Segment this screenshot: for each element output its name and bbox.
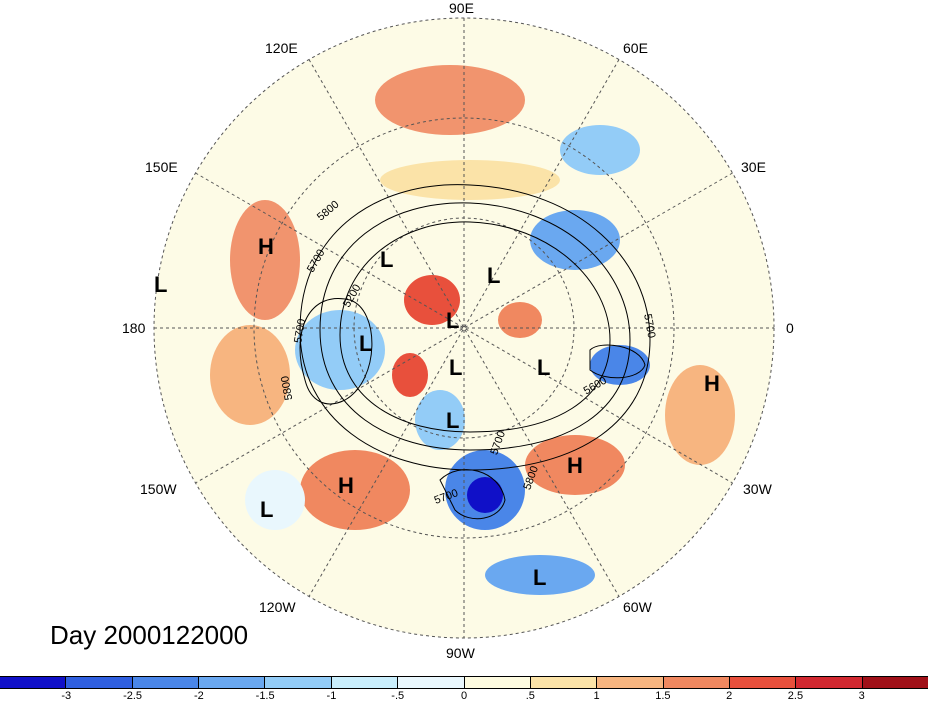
colorbar-tick-label: .5 [525,690,535,702]
cold-anomaly [530,210,620,270]
lon-label-90w: 90W [446,645,475,661]
colorbar-swatch [0,677,67,688]
colorbar-swatch [199,677,266,688]
colorbar-tick-label: 2 [726,690,733,702]
warm-anomaly [210,325,290,425]
warm-anomaly [525,435,625,495]
colorbar-swatch [265,677,332,688]
lon-label-60e: 60E [623,40,648,56]
colorbar-swatch [66,677,133,688]
colorbar-swatch [597,677,664,688]
low-pressure-marker: L [260,497,274,522]
lon-label-90e: 90E [449,0,474,16]
cold-anomaly [467,477,503,513]
high-pressure-marker: H [567,453,583,478]
cold-anomaly [415,390,465,450]
lon-label-120w: 120W [259,599,296,615]
low-pressure-marker: L [537,355,551,380]
colorbar-tick-label: -1.5 [255,690,275,702]
lon-label-60w: 60W [623,599,652,615]
low-pressure-marker: L [446,408,460,433]
cold-anomaly [485,555,595,595]
colorbar-swatch [398,677,465,688]
low-pressure-marker: L [359,331,373,356]
colorbar-tick-label: 1.5 [655,690,671,702]
cold-anomaly [560,125,640,175]
warm-anomaly [498,302,542,338]
colorbar-tick-label: -2.5 [123,690,143,702]
low-pressure-marker: L [449,355,463,380]
low-pressure-marker: L [380,247,394,272]
low-pressure-marker: L [446,308,460,333]
high-pressure-marker: H [704,371,720,396]
colorbar-tick-label: 1 [593,690,600,702]
colorbar-tick-label: -3 [61,690,72,702]
lon-label-0: 0 [786,320,794,336]
high-pressure-marker: H [258,234,274,259]
colorbar [0,676,928,689]
lon-label-30w: 30W [743,481,772,497]
warm-anomaly [665,365,735,465]
lon-label-120e: 120E [265,40,298,56]
colorbar-swatch [796,677,863,688]
low-pressure-marker: L [533,565,547,590]
map-title: Day 2000122000 [50,620,249,650]
lon-label-150e: 150E [145,159,178,175]
warm-anomaly [375,65,525,135]
warm-anomaly [404,275,460,325]
colorbar-tick-label: 3 [858,690,865,702]
colorbar-swatch [663,677,730,688]
low-pressure-marker: L [487,263,501,288]
cold-anomaly [245,470,305,530]
colorbar-swatch [530,677,598,688]
colorbar-swatch [132,677,200,688]
colorbar-swatch [464,677,531,688]
colorbar-tick-label: 0 [460,690,468,702]
colorbar-tick-label: -1 [326,690,337,702]
warm-anomaly [300,450,410,530]
warm-anomaly [392,353,428,397]
colorbar-tick-label: -.5 [391,690,405,702]
lon-label-30e: 30E [741,159,766,175]
warm-anomaly [380,160,560,200]
height-contours [299,184,651,520]
colorbar-swatch [331,677,399,688]
colorbar-tick-label: 2.5 [787,690,804,702]
low-pressure-marker: L [154,272,168,297]
graticule [153,17,775,639]
anomaly-shading [210,65,735,595]
lon-label-180: 180 [122,320,146,336]
colorbar-swatch [862,677,928,688]
lon-label-150w: 150W [140,481,177,497]
colorbar-tick-label: -2 [193,690,204,702]
colorbar-swatch [729,677,797,688]
high-pressure-marker: H [338,473,354,498]
